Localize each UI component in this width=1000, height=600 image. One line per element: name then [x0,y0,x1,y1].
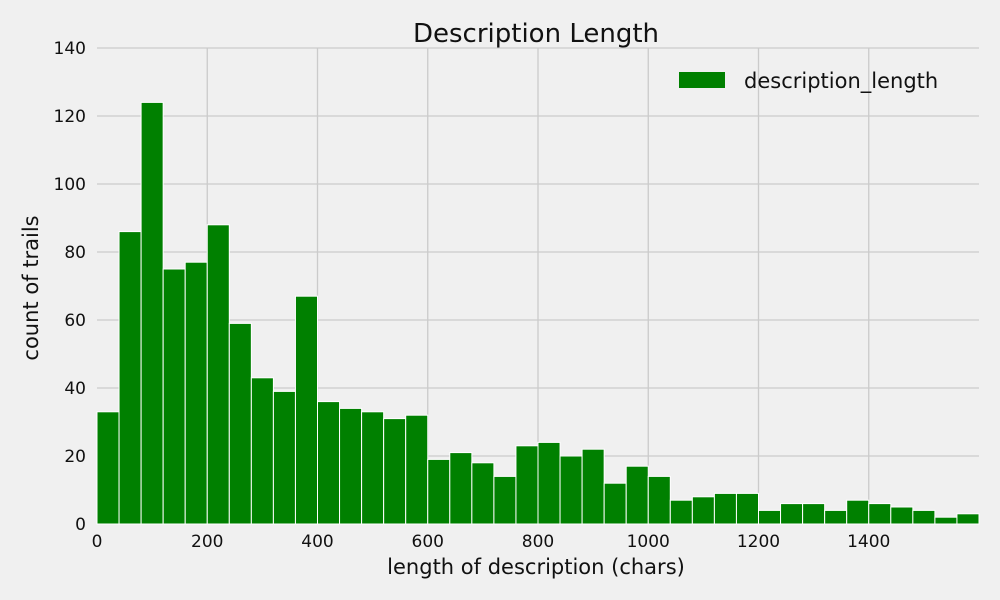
histogram-bar [339,407,363,525]
y-tick-label: 100 [54,175,86,195]
histogram-bar [537,441,561,525]
x-tick-label: 200 [191,532,223,552]
bars [96,101,980,525]
x-tick-label: 1200 [737,532,780,552]
histogram-bar [802,503,826,525]
y-tick-label: 0 [75,515,86,535]
y-tick-label: 80 [64,243,86,263]
y-tick-label: 20 [64,447,86,467]
histogram-bar [758,509,782,525]
histogram-bar [184,261,208,525]
legend-label: description_length [744,69,938,94]
x-axis-title: length of description (chars) [387,555,685,579]
histogram-bar [603,482,627,525]
histogram-bar [515,445,539,525]
histogram-bar [713,492,737,525]
x-tick-label: 1000 [627,532,670,552]
histogram-bar [868,503,892,525]
legend: description_length [679,69,938,94]
y-tick-label: 120 [54,107,86,127]
y-tick-label: 60 [64,311,86,331]
histogram-bar [912,509,936,525]
histogram-bar [405,414,429,525]
legend-swatch [679,72,725,88]
y-axis-title: count of trails [19,215,43,360]
x-tick-label: 1400 [847,532,890,552]
y-tick-labels: 0 20 40 60 80 100 120 140 [54,39,86,535]
histogram-bar [162,268,186,525]
y-tick-label: 40 [64,379,86,399]
histogram-bar [361,411,385,525]
x-tick-label: 800 [522,532,554,552]
x-tick-label: 0 [92,532,103,552]
histogram-bar [140,101,164,525]
histogram-bar [493,475,517,525]
histogram-bar [118,231,142,525]
histogram-bar [471,462,495,525]
histogram-bar [317,401,341,525]
histogram-bar [846,499,870,525]
histogram-bar [669,499,693,525]
histogram-bar [449,452,473,525]
histogram-bar [228,322,252,525]
histogram-bar [559,455,583,525]
x-tick-labels: 0 200 400 600 800 1000 1200 1400 [92,532,891,552]
y-tick-label: 140 [54,39,86,59]
x-tick-label: 400 [301,532,333,552]
histogram-bar [250,377,274,525]
histogram-bar [647,475,671,525]
histogram-bar [294,295,319,525]
x-tick-label: 600 [412,532,444,552]
histogram-bar [427,458,451,525]
histogram-bar [272,390,296,525]
histogram-bar [890,506,914,525]
histogram-bar [581,448,605,525]
histogram-bar [206,224,230,525]
histogram-bar [383,418,407,525]
chart-title: Description Length [413,19,659,49]
histogram-bar [824,509,848,525]
histogram-bar [96,411,120,525]
histogram-bar [956,513,980,525]
histogram-bar [691,496,715,525]
histogram-bar [780,503,804,525]
histogram-bar [625,465,649,525]
histogram-bar [934,516,958,525]
histogram-bar [735,492,760,525]
